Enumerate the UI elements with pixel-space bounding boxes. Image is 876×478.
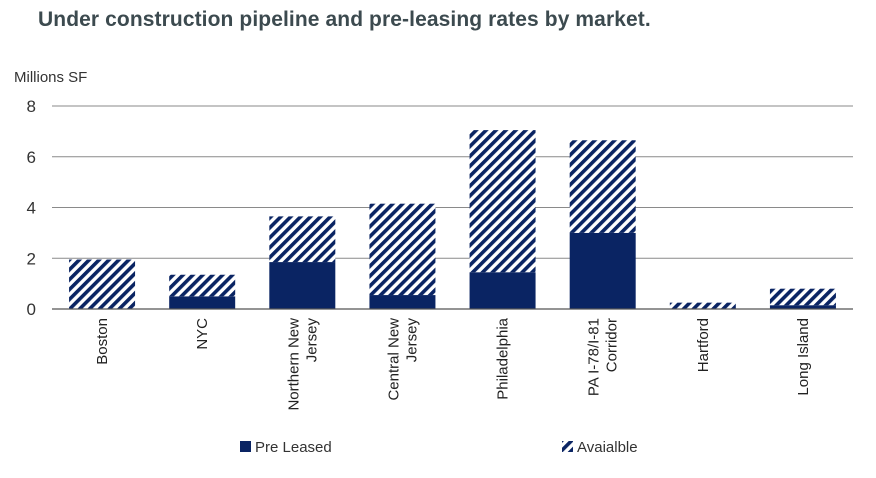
x-tick-label: Long Island (795, 318, 812, 396)
bar-pre-leased (169, 296, 236, 309)
bar-available (769, 288, 836, 306)
y-tick-label: 8 (27, 97, 36, 116)
x-tick-label: PA I-78/I-81Corridor (586, 318, 621, 396)
legend-label: Avaialble (577, 439, 638, 456)
x-tick-label: Hartford (695, 318, 712, 372)
bar-available (469, 130, 536, 273)
y-tick-label: 6 (27, 148, 36, 167)
y-tick-label: 4 (27, 199, 36, 218)
x-tick-label: Northern NewJersey (285, 318, 320, 411)
x-tick-label: Boston (94, 318, 111, 365)
bar-pre-leased (569, 232, 636, 309)
bar-available (569, 140, 636, 233)
bar-pre-leased (769, 305, 836, 309)
chart-title: Under construction pipeline and pre-leas… (38, 8, 651, 31)
bar-pre-leased (269, 262, 336, 309)
bar-available (269, 216, 336, 263)
legend-label: Pre Leased (255, 439, 332, 456)
y-tick-label: 2 (27, 249, 36, 268)
x-tick-label: NYC (194, 318, 211, 350)
bar-available (69, 259, 136, 309)
legend-swatch-pre-leased (240, 441, 251, 452)
legend-swatch-available (562, 441, 573, 452)
y-axis-label: Millions SF (14, 69, 87, 86)
bar-available (369, 203, 436, 296)
x-tick-label: Central NewJersey (385, 318, 420, 401)
bar-pre-leased (469, 272, 536, 309)
bar-available (669, 302, 736, 309)
x-tick-label: Philadelphia (495, 317, 512, 399)
bar-pre-leased (369, 295, 436, 309)
bar-available (169, 274, 236, 297)
y-tick-label: 0 (27, 300, 36, 319)
